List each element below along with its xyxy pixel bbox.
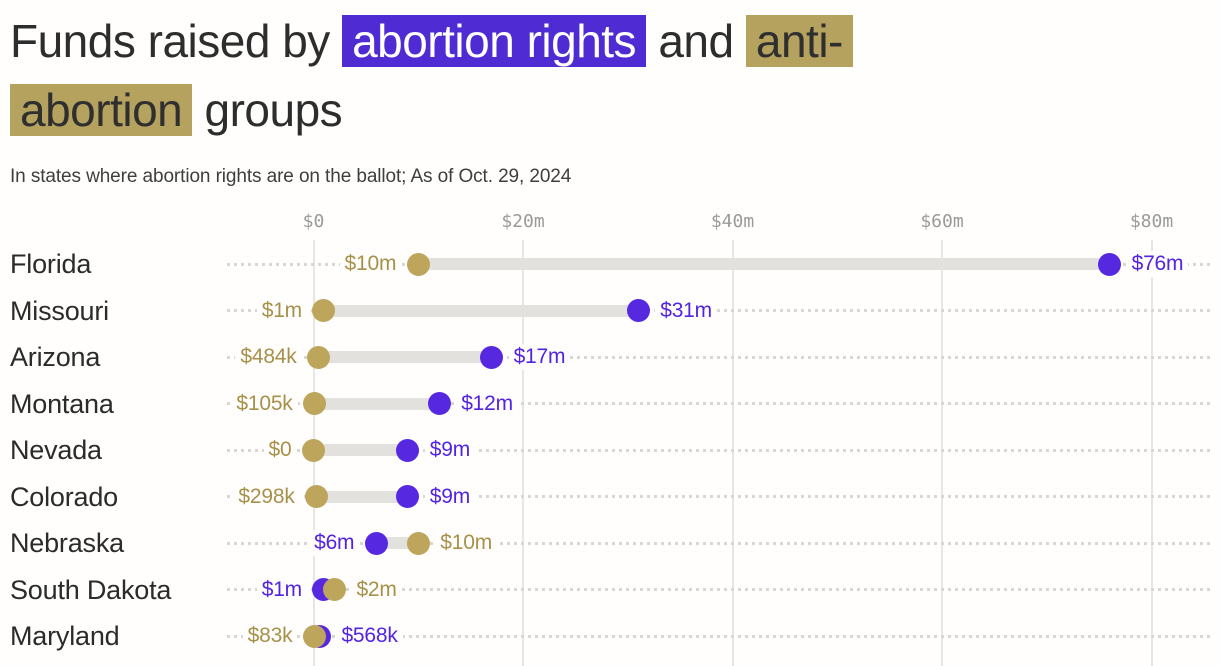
value-label-anti: $0 [263, 437, 297, 463]
value-label-rights: $6m [309, 530, 360, 556]
dot-anti-abortion[interactable] [312, 299, 336, 322]
value-label-rights: $9m [424, 437, 476, 463]
connector-bar [313, 444, 408, 456]
state-label: Colorado [10, 481, 118, 512]
value-label-anti: $1m [256, 297, 307, 324]
value-label-rights: $568k [336, 623, 403, 649]
dot-anti-abortion[interactable] [406, 252, 430, 276]
dot-anti-abortion[interactable] [307, 345, 331, 369]
dot-abortion-rights[interactable] [396, 438, 420, 462]
state-label: Nevada [10, 435, 102, 465]
state-label: Montana [10, 388, 114, 419]
title-highlight-anti: abortion [10, 84, 193, 136]
value-label-anti: $298k [233, 483, 300, 510]
dotted-leader [227, 541, 1213, 545]
title-highlight-rights: abortion rights [342, 15, 647, 67]
dotted-leader [227, 634, 1213, 638]
axis-tick-label: $60m [920, 211, 964, 232]
state-label: Maryland [10, 621, 120, 651]
connector-bar [418, 258, 1110, 270]
value-label-rights: $31m [655, 297, 717, 324]
dot-anti-abortion[interactable] [303, 392, 327, 415]
value-label-rights: $76m [1126, 251, 1189, 277]
state-label: Missouri [10, 295, 109, 326]
value-label-anti: $10m [435, 530, 497, 556]
dot-anti-abortion[interactable] [302, 624, 326, 648]
state-label: Florida [10, 249, 92, 279]
state-label: Arizona [10, 342, 101, 372]
value-label-rights: $17m [508, 344, 571, 370]
connector-bar [318, 351, 492, 363]
dot-abortion-rights[interactable] [427, 392, 451, 415]
dotted-leader [227, 588, 1213, 591]
dot-anti-abortion[interactable] [322, 578, 346, 601]
value-label-anti: $105k [231, 390, 298, 417]
dotted-leader [227, 495, 1213, 498]
axis-tick-label: $80m [1129, 211, 1174, 232]
axis-tick-label: $0 [302, 211, 325, 232]
chart-subtitle: In states where abortion rights are on t… [10, 166, 572, 187]
connector-bar [314, 397, 440, 410]
state-label: Nebraska [10, 528, 124, 558]
dotted-leader [227, 402, 1213, 405]
value-label-anti: $2m [351, 576, 402, 603]
title-text: Funds raised by [10, 15, 343, 67]
axis-tick-label: $40m [710, 211, 755, 232]
value-label-rights: $9m [424, 483, 476, 510]
title-text: groups [192, 84, 343, 136]
gridline [731, 240, 734, 666]
title-text: and [646, 15, 746, 67]
axis-tick-label: $20m [501, 211, 545, 232]
value-label-rights: $1m [256, 576, 307, 603]
page-title: Funds raised by abortion rights and anti… [10, 7, 1022, 145]
gridline [1150, 240, 1153, 666]
state-label: South Dakota [10, 574, 172, 605]
value-label-anti: $10m [339, 251, 402, 277]
dot-anti-abortion[interactable] [406, 531, 430, 555]
dotted-leader [227, 355, 1213, 359]
value-label-anti: $83k [242, 623, 298, 649]
dot-abortion-rights[interactable] [480, 345, 504, 369]
gridline [941, 240, 943, 666]
connector-bar [323, 304, 639, 317]
connector-bar [316, 490, 408, 503]
dotted-leader [227, 448, 1213, 452]
value-label-rights: $12m [456, 390, 518, 417]
dot-anti-abortion[interactable] [305, 485, 329, 508]
dot-abortion-rights[interactable] [396, 485, 420, 508]
value-label-anti: $484k [235, 344, 302, 370]
title-highlight-anti: anti- [745, 15, 853, 67]
dotted-leader [227, 309, 1213, 312]
dot-abortion-rights[interactable] [364, 531, 388, 555]
gridline [522, 240, 524, 666]
dot-abortion-rights[interactable] [1098, 252, 1122, 276]
dot-anti-abortion[interactable] [302, 438, 325, 462]
dot-abortion-rights[interactable] [626, 299, 650, 322]
